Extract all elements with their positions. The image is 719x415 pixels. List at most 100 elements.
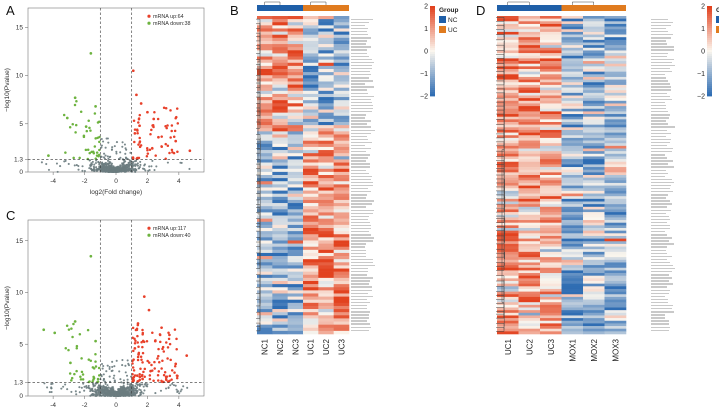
- heatmap-cell: [583, 233, 605, 237]
- heatmap-cell: [604, 217, 627, 221]
- point-up: [156, 117, 160, 121]
- heatmap-cell: [318, 25, 334, 29]
- heatmap-cell: [518, 122, 541, 125]
- heatmap-cell: [287, 103, 304, 107]
- heatmap-cell: [604, 164, 627, 168]
- heatmap-cell: [287, 321, 304, 325]
- heatmap-cell: [287, 305, 304, 310]
- heatmap-cell: [333, 115, 350, 120]
- plot-frame: [27, 7, 205, 173]
- point-ns: [179, 390, 182, 393]
- point-down: [75, 344, 79, 348]
- heatmap-cell: [318, 159, 334, 163]
- point-up: [166, 346, 170, 349]
- point-ns: [128, 388, 131, 391]
- point-ns: [88, 167, 91, 170]
- heatmap-cell: [583, 225, 605, 229]
- gene-label-placeholder: [651, 209, 671, 211]
- heatmap-cell: [303, 187, 319, 191]
- heatmap-cell: [333, 81, 350, 85]
- point-down: [75, 347, 79, 350]
- heatmap-cell: [561, 180, 584, 184]
- heatmap-cell: [257, 196, 273, 201]
- heatmap-cell: [497, 53, 519, 57]
- heatmap-cell: [604, 190, 627, 194]
- point-down: [88, 151, 91, 155]
- heatmap-cell: [303, 284, 319, 288]
- column-label: NC3: [291, 338, 300, 355]
- heatmap-cell: [561, 164, 584, 168]
- colorbar-segment: [707, 6, 712, 9]
- colorbar-segment: [707, 46, 712, 49]
- heatmap-cell: [272, 246, 288, 251]
- heatmap-cell: [583, 47, 605, 51]
- heatmap-cell: [518, 230, 541, 234]
- heatmap-cell: [333, 78, 350, 82]
- point-ns: [121, 359, 124, 362]
- heatmap-cell: [303, 150, 319, 154]
- heatmap-cell: [287, 240, 304, 244]
- heatmap-cell: [318, 181, 334, 185]
- heatmap-cell: [518, 190, 541, 194]
- heatmap-cell: [497, 318, 519, 322]
- point-highlight: [174, 362, 178, 366]
- point-highlight: [142, 295, 146, 298]
- heatmap-cell: [287, 115, 304, 120]
- heatmap-cell: [318, 224, 334, 229]
- point-up: [133, 128, 137, 131]
- colorbar-segment: [707, 36, 712, 39]
- point-highlight: [157, 135, 160, 139]
- heatmap-cell: [604, 103, 627, 107]
- heatmap-cell: [257, 28, 273, 32]
- colorbar-segment: [707, 10, 712, 13]
- heatmap-cell: [518, 238, 541, 242]
- gene-label-placeholder: [351, 277, 373, 279]
- heatmap-cell: [318, 150, 334, 154]
- heatmap-cell: [497, 304, 519, 308]
- heatmap-cell: [604, 320, 627, 324]
- heatmap-cell: [272, 175, 288, 179]
- heatmap-cell: [272, 330, 288, 335]
- heatmap-cell: [583, 217, 605, 221]
- heatmap-cell: [318, 168, 334, 173]
- heatmap-cell: [604, 323, 627, 327]
- gene-label-placeholder: [351, 308, 367, 310]
- heatmap-cell: [318, 330, 334, 335]
- y-tick-label: 0: [19, 169, 23, 176]
- heatmap-cell: [518, 29, 541, 33]
- point-ns: [110, 169, 113, 172]
- colorbar-segment: [707, 8, 712, 11]
- colorbar-tick-label: 2: [424, 4, 428, 11]
- heatmap-cell: [518, 291, 541, 295]
- point-ns: [85, 386, 88, 389]
- point-up: [157, 354, 160, 358]
- heatmap-cell: [318, 131, 334, 135]
- heatmap-cell: [540, 148, 562, 152]
- gene-label-placeholder: [351, 292, 368, 295]
- heatmap-cell: [583, 302, 605, 306]
- heatmap-cell: [583, 222, 605, 226]
- point-ns: [98, 388, 101, 391]
- gene-label-placeholder: [651, 200, 670, 202]
- heatmap-cell: [540, 92, 562, 96]
- heatmap-cell: [272, 81, 288, 85]
- heatmap-cell: [333, 34, 350, 39]
- heatmap-cell: [604, 21, 627, 25]
- heatmap-cell: [318, 31, 334, 36]
- heatmap-cell: [287, 184, 304, 188]
- gene-label-placeholder: [651, 246, 667, 248]
- heatmap-cell: [604, 111, 627, 115]
- heatmap-cell: [303, 290, 319, 294]
- heatmap-cell: [272, 34, 288, 39]
- heatmap-cell: [604, 42, 627, 46]
- point-down: [64, 346, 68, 350]
- heatmap-cell: [257, 84, 273, 89]
- heatmap-cell: [303, 62, 319, 67]
- heatmap-cell: [257, 122, 273, 126]
- point-down: [71, 122, 74, 126]
- gene-label-placeholder: [351, 246, 365, 248]
- heatmap-cell: [287, 84, 304, 89]
- heatmap-cell: [303, 256, 319, 260]
- point-ns: [100, 144, 103, 147]
- gene-label-placeholder: [651, 58, 674, 61]
